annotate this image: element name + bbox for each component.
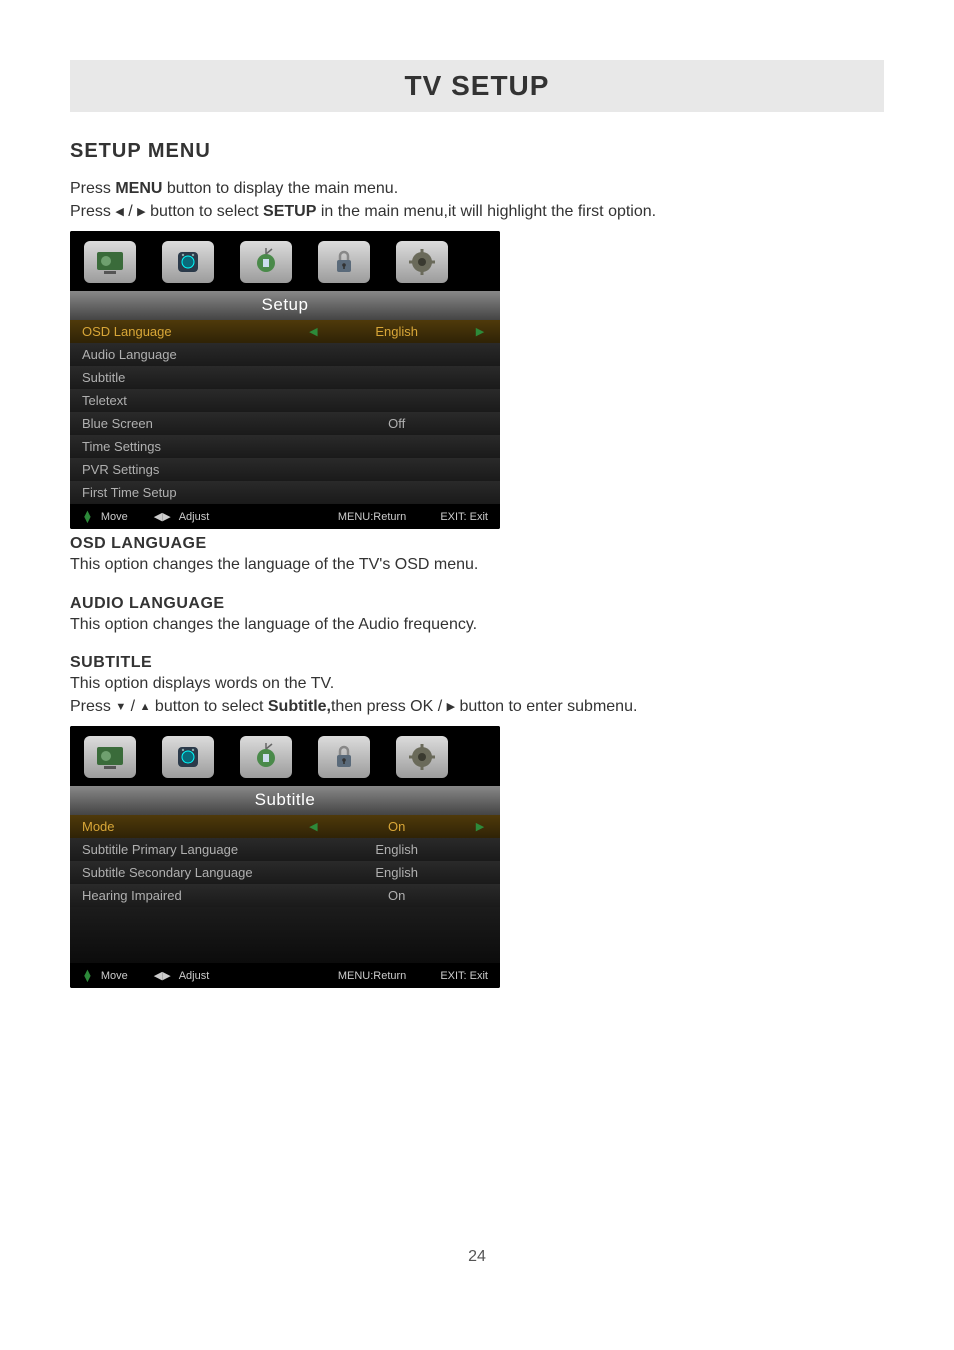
row-label: Hearing Impaired	[82, 888, 305, 903]
osd-row-teletext[interactable]: Teletext	[70, 389, 500, 412]
osd-subtitle-menu: Subtitle Mode ◀ On ▶ Subtitile Primary L…	[70, 726, 500, 988]
triangle-down-icon	[115, 698, 126, 715]
row-label: Blue Screen	[82, 416, 305, 431]
triangle-right-icon	[447, 698, 455, 715]
text: button to enter submenu.	[455, 698, 637, 715]
updown-icon: ▲▼	[82, 511, 93, 523]
tab-channel-icon	[240, 736, 292, 778]
opt-audio-language-heading: AUDIO LANGUAGE	[70, 595, 884, 613]
footer-adjust: Adjust	[179, 970, 210, 982]
footer-move: Move	[101, 511, 128, 523]
tab-sound-icon	[162, 736, 214, 778]
osd-row-pvr-settings[interactable]: PVR Settings	[70, 458, 500, 481]
triangle-up-icon	[140, 698, 151, 715]
triangle-right-icon	[137, 203, 145, 220]
osd-row-first-time-setup[interactable]: First Time Setup	[70, 481, 500, 504]
tab-setup-icon	[396, 736, 448, 778]
row-value: On	[321, 888, 472, 903]
row-label: Mode	[82, 819, 305, 834]
opt-audio-language-desc: This option changes the language of the …	[70, 613, 884, 636]
row-value: Off	[321, 416, 472, 431]
tab-lock-icon	[318, 241, 370, 283]
footer-move: Move	[101, 970, 128, 982]
bold: Subtitle,	[268, 698, 331, 715]
text: button to select	[146, 203, 263, 220]
updown-icon: ▲▼	[82, 970, 93, 982]
osd-setup-menu: Setup OSD Language ◀ English ▶ Audio Lan…	[70, 231, 500, 529]
osd-row-osd-language[interactable]: OSD Language ◀ English ▶	[70, 320, 500, 343]
intro-line-2: Press / button to select SETUP in the ma…	[70, 200, 884, 223]
section-heading: SETUP MENU	[70, 140, 884, 163]
osd-row-hearing-impaired[interactable]: Hearing Impaired On	[70, 884, 500, 907]
text: Press	[70, 203, 115, 220]
opt-subtitle-heading: SUBTITLE	[70, 654, 884, 672]
osd-tab-bar	[70, 726, 500, 786]
osd-heading: Subtitle	[70, 786, 500, 815]
page-title-bar: TV SETUP	[70, 60, 884, 112]
row-label: Audio Language	[82, 347, 305, 362]
text: /	[126, 698, 139, 715]
tab-picture-icon	[84, 736, 136, 778]
page-title: TV SETUP	[70, 70, 884, 102]
row-value: English	[321, 865, 472, 880]
arrow-left-icon[interactable]: ◀	[305, 820, 321, 833]
tab-channel-icon	[240, 241, 292, 283]
bold: SETUP	[263, 203, 316, 220]
footer-adjust: Adjust	[179, 511, 210, 523]
tab-lock-icon	[318, 736, 370, 778]
row-label: Subtitile Primary Language	[82, 842, 305, 857]
text: in the main menu,it will highlight the f…	[316, 203, 656, 220]
row-label: Subtitle Secondary Language	[82, 865, 305, 880]
footer-exit: EXIT: Exit	[440, 970, 488, 982]
row-value: On	[321, 819, 472, 834]
arrow-right-icon[interactable]: ▶	[472, 325, 488, 338]
text: /	[124, 203, 137, 220]
intro-line-1: Press MENU button to display the main me…	[70, 177, 884, 200]
osd-heading: Setup	[70, 291, 500, 320]
footer-exit: EXIT: Exit	[440, 511, 488, 523]
opt-subtitle-desc-1: This option displays words on the TV.	[70, 672, 884, 695]
osd-row-secondary-language[interactable]: Subtitle Secondary Language English	[70, 861, 500, 884]
tab-picture-icon	[84, 241, 136, 283]
osd-footer: ▲▼ Move ◀▶ Adjust MENU:Return EXIT: Exit	[70, 963, 500, 988]
row-value: English	[321, 842, 472, 857]
page-number: 24	[70, 1248, 884, 1266]
text: button to display the main menu.	[162, 180, 398, 197]
row-label: Subtitle	[82, 370, 305, 385]
triangle-left-icon	[115, 203, 123, 220]
row-value: English	[321, 324, 472, 339]
row-label: OSD Language	[82, 324, 305, 339]
arrow-right-icon[interactable]: ▶	[472, 820, 488, 833]
footer-menu: MENU:Return	[338, 970, 406, 982]
text: Press	[70, 698, 115, 715]
tab-setup-icon	[396, 241, 448, 283]
text: button to select	[150, 698, 267, 715]
leftright-icon: ◀▶	[154, 969, 171, 982]
osd-row-audio-language[interactable]: Audio Language	[70, 343, 500, 366]
footer-menu: MENU:Return	[338, 511, 406, 523]
tab-sound-icon	[162, 241, 214, 283]
row-label: Teletext	[82, 393, 305, 408]
osd-row-time-settings[interactable]: Time Settings	[70, 435, 500, 458]
osd-footer: ▲▼ Move ◀▶ Adjust MENU:Return EXIT: Exit	[70, 504, 500, 529]
arrow-left-icon[interactable]: ◀	[305, 325, 321, 338]
osd-empty-space	[70, 907, 500, 963]
bold: MENU	[115, 180, 162, 197]
osd-row-subtitle[interactable]: Subtitle	[70, 366, 500, 389]
osd-row-mode[interactable]: Mode ◀ On ▶	[70, 815, 500, 838]
row-label: First Time Setup	[82, 485, 305, 500]
text: then press OK /	[331, 698, 447, 715]
row-label: PVR Settings	[82, 462, 305, 477]
leftright-icon: ◀▶	[154, 510, 171, 523]
opt-subtitle-desc-2: Press / button to select Subtitle,then p…	[70, 695, 884, 718]
opt-osd-language-desc: This option changes the language of the …	[70, 553, 884, 576]
osd-tab-bar	[70, 231, 500, 291]
opt-osd-language-heading: OSD LANGUAGE	[70, 535, 884, 553]
osd-row-blue-screen[interactable]: Blue Screen Off	[70, 412, 500, 435]
osd-row-primary-language[interactable]: Subtitile Primary Language English	[70, 838, 500, 861]
text: Press	[70, 180, 115, 197]
row-label: Time Settings	[82, 439, 305, 454]
